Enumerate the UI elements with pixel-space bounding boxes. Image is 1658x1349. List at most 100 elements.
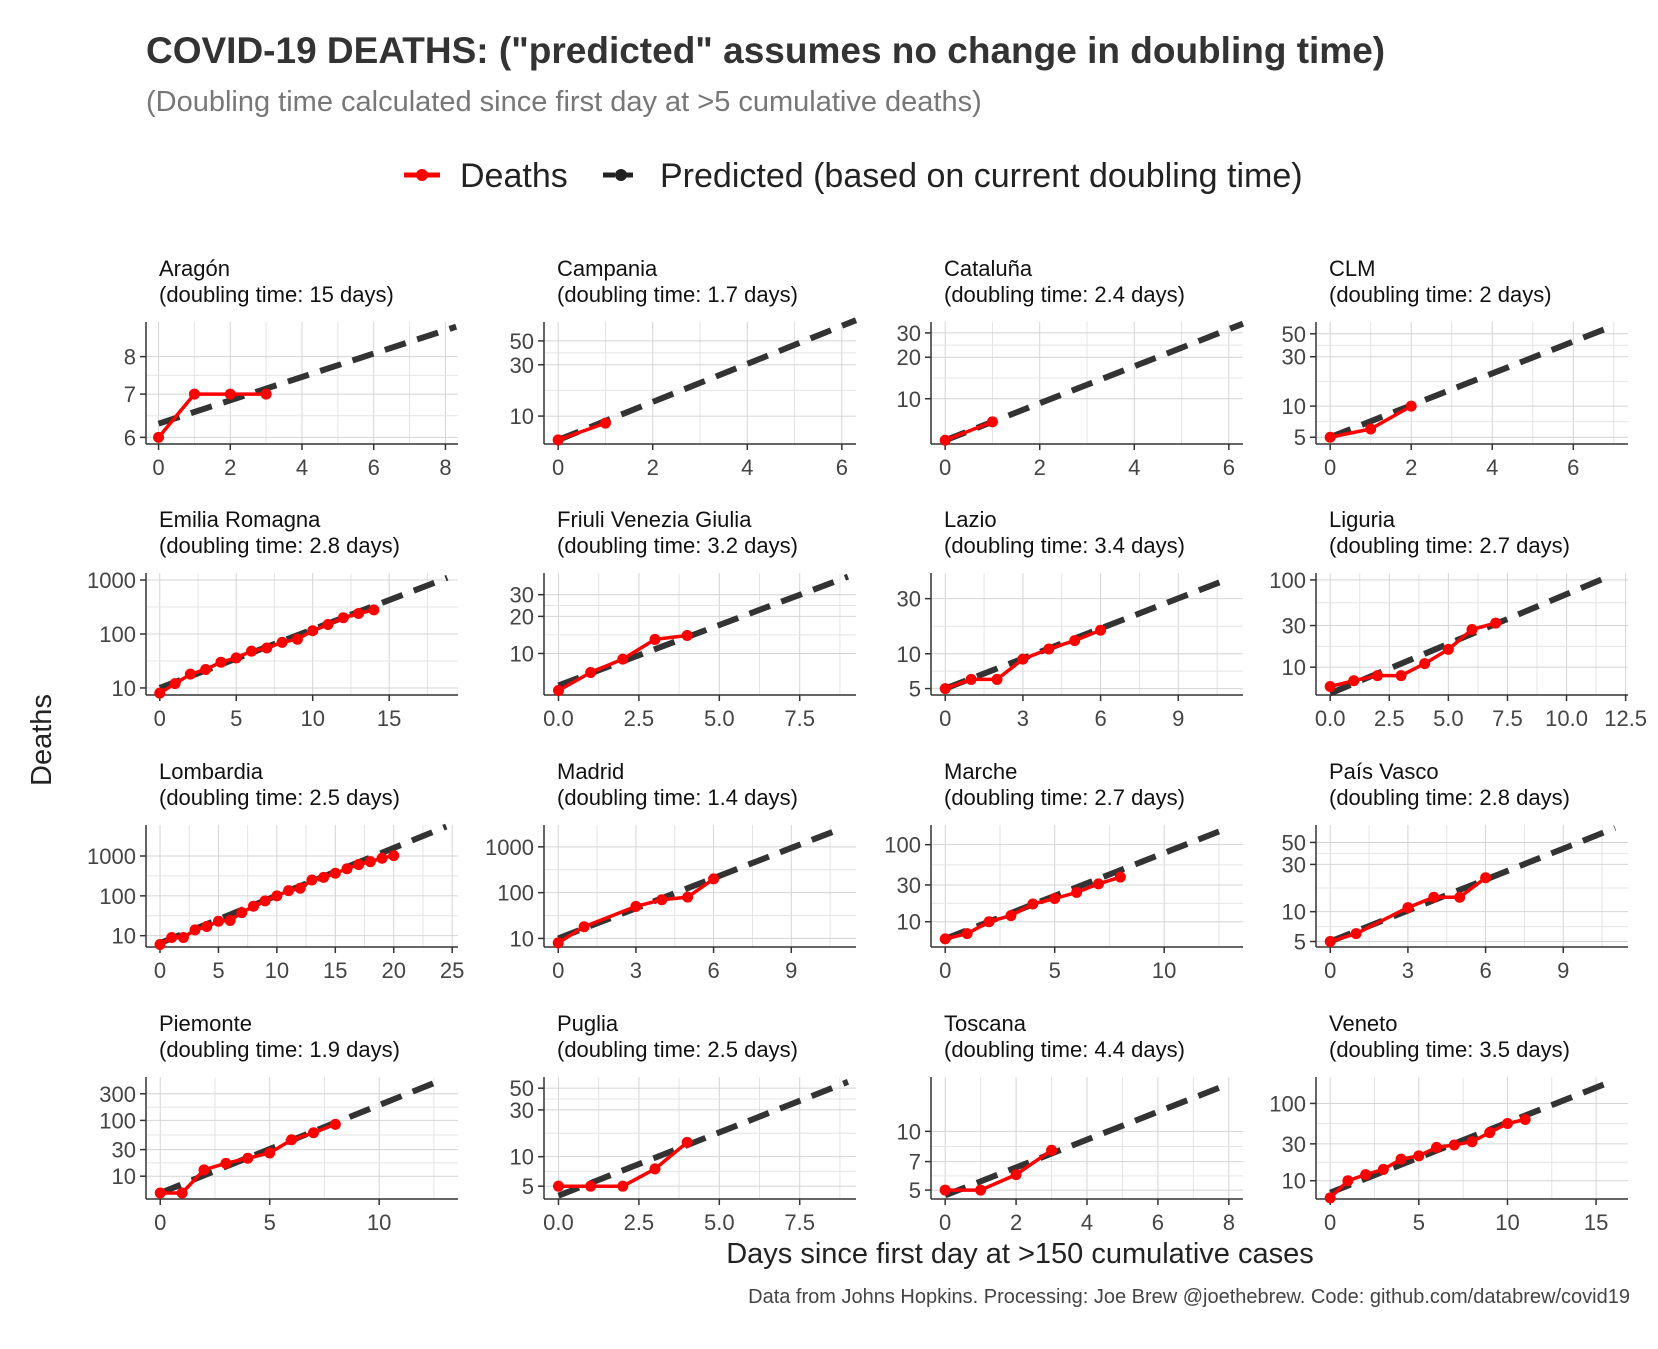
panel-doubling-time: (doubling time: 3.2 days): [557, 533, 798, 558]
deaths-point: [1428, 891, 1440, 903]
deaths-point: [649, 1163, 661, 1175]
y-tick-label: 5: [909, 1178, 921, 1203]
panel-doubling-time: (doubling time: 3.5 days): [1329, 1037, 1570, 1062]
y-tick-label: 30: [897, 587, 921, 612]
deaths-point: [585, 667, 597, 679]
panel-doubling-time: (doubling time: 2.4 days): [944, 282, 1185, 307]
y-tick-label: 30: [112, 1138, 136, 1163]
deaths-point: [318, 871, 330, 883]
deaths-point: [201, 921, 213, 933]
x-tick-label: 10: [1495, 1210, 1519, 1235]
deaths-point: [1371, 670, 1383, 682]
deaths-point: [198, 1164, 210, 1176]
chart-subtitle: (Doubling time calculated since first da…: [146, 86, 982, 118]
x-tick-label: 10.0: [1545, 706, 1588, 731]
deaths-point: [259, 895, 271, 907]
x-tick-label: 15: [323, 958, 347, 983]
x-tick-label: 0: [154, 1210, 166, 1235]
panel-veneto: Veneto(doubling time: 3.5 days) 0 5 10 15 10 3…: [1269, 1011, 1628, 1235]
y-tick-label: 5: [909, 677, 921, 702]
panel-title: Campania: [557, 256, 658, 281]
panel-cataluna: Cataluña(doubling time: 2.4 days) 0 2 4 6 10 2…: [897, 256, 1245, 480]
y-tick-label: 8: [124, 345, 136, 370]
deaths-point: [306, 874, 318, 886]
x-tick-label: 9: [785, 958, 797, 983]
panel-title: Lombardia: [159, 759, 264, 784]
deaths-point: [169, 678, 181, 690]
x-tick-label: 6: [707, 958, 719, 983]
x-tick-label: 6: [368, 455, 380, 480]
y-tick-label: 5: [1294, 930, 1306, 955]
x-tick-label: 20: [381, 958, 405, 983]
panel-title: Liguria: [1329, 507, 1396, 532]
deaths-point: [1519, 1113, 1531, 1125]
deaths-point: [184, 668, 196, 680]
deaths-point: [578, 921, 590, 933]
deaths-point: [286, 1134, 298, 1146]
deaths-point: [1454, 891, 1466, 903]
deaths-point: [153, 431, 165, 443]
deaths-point: [1043, 643, 1055, 655]
x-tick-label: 9: [1557, 958, 1569, 983]
deaths-point: [617, 653, 629, 665]
legend-deaths-label: Deaths: [460, 157, 568, 195]
panel-marche: Marche(doubling time: 2.7 days) 0 5 10 10 30 1…: [884, 759, 1243, 983]
deaths-point: [212, 915, 224, 927]
deaths-point: [1092, 878, 1104, 890]
x-tick-label: 8: [439, 455, 451, 480]
panel-title: Lazio: [944, 507, 997, 532]
x-tick-label: 10: [300, 706, 324, 731]
deaths-line: [944, 420, 994, 442]
deaths-point: [1324, 431, 1336, 443]
x-tick-label: 0: [939, 706, 951, 731]
deaths-point: [1071, 886, 1083, 898]
deaths-point: [1010, 1169, 1022, 1181]
y-tick-label: 10: [510, 926, 534, 951]
deaths-point: [200, 663, 212, 675]
deaths-point: [260, 388, 272, 400]
panel-title: Puglia: [557, 1011, 619, 1036]
y-tick-label: 100: [99, 884, 136, 909]
y-tick-label: 50: [1282, 830, 1306, 855]
panel-title: Marche: [944, 759, 1017, 784]
deaths-point: [236, 907, 248, 919]
x-tick-label: 5.0: [704, 1210, 735, 1235]
deaths-point: [264, 1147, 276, 1159]
deaths-point: [1419, 658, 1431, 670]
legend: Deaths Predicted (based on current doubl…: [0, 150, 1658, 200]
x-tick-label: 8: [1223, 1210, 1235, 1235]
x-tick-label: 5: [1413, 1210, 1425, 1235]
y-tick-label: 1000: [87, 568, 136, 593]
deaths-point: [176, 1187, 188, 1199]
deaths-point: [1324, 1192, 1336, 1204]
x-tick-label: 6: [1094, 706, 1106, 731]
x-tick-label: 15: [377, 706, 401, 731]
deaths-point: [177, 932, 189, 944]
x-tick-label: 0: [939, 455, 951, 480]
x-tick-label: 10: [265, 958, 289, 983]
y-tick-label: 100: [497, 881, 534, 906]
x-tick-label: 5.0: [1433, 706, 1464, 731]
x-tick-label: 0: [154, 958, 166, 983]
y-tick-label: 100: [1269, 1091, 1306, 1116]
x-tick-label: 2.5: [1374, 706, 1405, 731]
y-tick-label: 30: [897, 873, 921, 898]
deaths-point: [991, 673, 1003, 685]
x-tick-label: 6: [1479, 958, 1491, 983]
deaths-point: [939, 933, 951, 945]
panel-aragon: Aragón(doubling time: 15 days) 0 2 4 6 8 6 7 8: [124, 256, 458, 480]
deaths-point: [1324, 681, 1336, 693]
y-tick-label: 30: [1282, 852, 1306, 877]
deaths-point: [353, 607, 365, 619]
legend-deaths-key: [404, 169, 440, 181]
x-tick-label: 3: [1402, 958, 1414, 983]
deaths-point: [681, 629, 693, 641]
deaths-point: [1324, 936, 1336, 948]
panel-title: Piemonte: [159, 1011, 252, 1036]
deaths-point: [341, 863, 353, 875]
deaths-point: [585, 1180, 597, 1192]
y-tick-label: 30: [1282, 345, 1306, 370]
deaths-point: [649, 633, 661, 645]
x-tick-label: 6: [1223, 455, 1235, 480]
deaths-point: [552, 1180, 564, 1192]
